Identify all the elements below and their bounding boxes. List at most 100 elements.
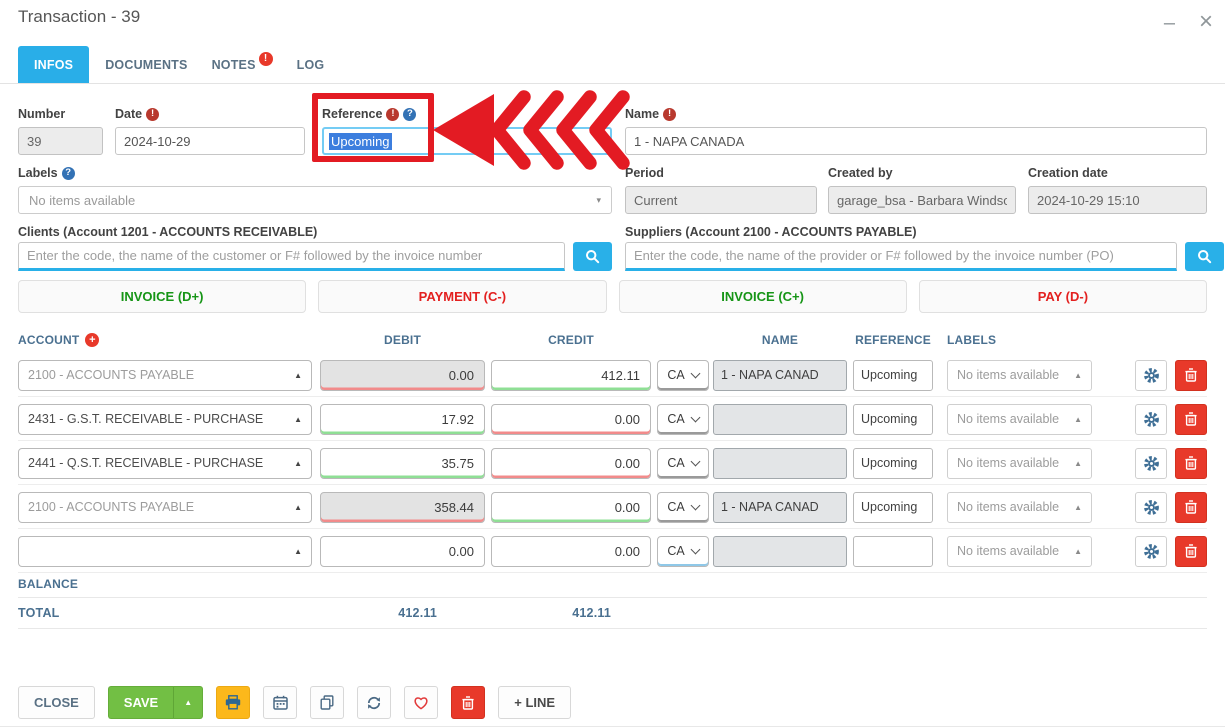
row-settings-button[interactable] (1135, 359, 1167, 391)
name-input[interactable] (625, 127, 1207, 155)
account-select-value: 2431 - G.S.T. RECEIVABLE - PURCHASE (28, 412, 264, 426)
save-button[interactable]: SAVE (107, 686, 174, 719)
debit-input[interactable]: 0.00 (320, 535, 485, 567)
refresh-button[interactable] (357, 686, 392, 719)
close-icon[interactable]: × (1198, 8, 1213, 35)
credit-input[interactable]: 412.11 (491, 359, 651, 391)
currency-value: CA (667, 412, 685, 426)
row-labels-select[interactable]: No items available ▲ (947, 447, 1092, 479)
currency-value: CA (667, 368, 685, 382)
clients-search-button[interactable] (573, 242, 612, 271)
invoice-credit-button[interactable]: INVOICE (C+) (618, 280, 907, 313)
row-labels-select[interactable]: No items available ▲ (947, 491, 1092, 523)
row-delete-button[interactable] (1175, 359, 1207, 391)
suppliers-search-input[interactable] (625, 242, 1177, 271)
trash-icon (1185, 500, 1197, 514)
caret-up-icon: ▲ (294, 546, 302, 556)
account-select[interactable]: 2431 - G.S.T. RECEIVABLE - PURCHASE ▲ (18, 403, 312, 435)
row-reference-field[interactable]: Upcoming (853, 447, 933, 479)
debit-input[interactable]: 35.75 (320, 447, 485, 479)
currency-value: CA (667, 544, 685, 558)
pay-debit-button[interactable]: PAY (D-) (918, 280, 1207, 313)
required-icon: ! (386, 107, 400, 121)
schedule-button[interactable] (263, 686, 298, 719)
add-account-icon[interactable]: + (85, 333, 100, 347)
save-options-button[interactable]: ▲ (173, 686, 204, 719)
number-field-group: Number (18, 106, 103, 155)
row-delete-button[interactable] (1175, 535, 1207, 567)
page-title: Transaction - 39 (18, 7, 141, 26)
number-input[interactable] (18, 127, 103, 155)
chevron-down-icon: ▾ (596, 194, 601, 205)
table-row: 2431 - G.S.T. RECEIVABLE - PURCHASE ▲ 17.… (18, 401, 1207, 441)
tab-documents[interactable]: DOCUMENTS (105, 46, 187, 83)
trash-icon (1185, 544, 1197, 558)
table-header: ACCOUNT + DEBIT CREDIT NAME REFERENCE LAB… (18, 333, 1207, 347)
row-delete-button[interactable] (1175, 403, 1207, 435)
table-row: 2100 - ACCOUNTS PAYABLE ▲ 0.00 412.11 CA … (18, 357, 1207, 397)
tab-log[interactable]: LOG (297, 46, 325, 83)
currency-select[interactable]: CA (657, 535, 709, 567)
delete-transaction-button[interactable] (451, 686, 486, 719)
created-by-label: Created by (828, 166, 893, 180)
row-reference-field[interactable]: Upcoming (853, 359, 933, 391)
account-select[interactable]: 2100 - ACCOUNTS PAYABLE ▲ (18, 359, 312, 391)
help-icon[interactable]: ? (61, 166, 75, 180)
tab-label: INFOS (34, 57, 74, 72)
gear-icon (1143, 543, 1159, 559)
row-labels-select[interactable]: No items available ▲ (947, 535, 1092, 567)
chevron-down-icon (690, 456, 701, 466)
reference-input[interactable]: Upcoming (322, 127, 612, 155)
row-settings-button[interactable] (1135, 403, 1167, 435)
currency-select[interactable]: CA (657, 491, 709, 523)
row-name-field (713, 403, 847, 435)
account-select[interactable]: 2100 - ACCOUNTS PAYABLE ▲ (18, 491, 312, 523)
row-reference-field[interactable] (853, 535, 933, 567)
payment-credit-button[interactable]: PAYMENT (C-) (318, 280, 607, 313)
account-select[interactable]: ▲ (18, 535, 312, 567)
row-labels-select[interactable]: No items available ▲ (947, 403, 1092, 435)
close-button[interactable]: CLOSE (18, 686, 95, 719)
help-icon[interactable]: ? (403, 107, 417, 121)
credit-input[interactable]: 0.00 (491, 491, 651, 523)
row-labels-value: No items available (957, 368, 1060, 382)
favorite-button[interactable] (404, 686, 439, 719)
duplicate-button[interactable] (310, 686, 345, 719)
add-line-button[interactable]: + LINE (498, 686, 572, 719)
row-labels-select[interactable]: No items available ▲ (947, 359, 1092, 391)
currency-select[interactable]: CA (657, 447, 709, 479)
currency-select[interactable]: CA (657, 403, 709, 435)
row-settings-button[interactable] (1135, 491, 1167, 523)
tab-notes[interactable]: NOTES! (212, 46, 273, 83)
debit-input[interactable]: 358.44 (320, 491, 485, 523)
currency-select[interactable]: CA (657, 359, 709, 391)
clients-search-input[interactable] (18, 242, 565, 271)
gear-icon (1143, 411, 1159, 427)
caret-up-icon: ▲ (294, 414, 302, 424)
suppliers-search-button[interactable] (1185, 242, 1224, 271)
row-reference-field[interactable]: Upcoming (853, 403, 933, 435)
row-settings-button[interactable] (1135, 535, 1167, 567)
debit-input[interactable]: 17.92 (320, 403, 485, 435)
account-select-value: 2100 - ACCOUNTS PAYABLE (28, 368, 195, 382)
print-button[interactable] (216, 686, 251, 719)
row-delete-button[interactable] (1175, 491, 1207, 523)
row-settings-button[interactable] (1135, 447, 1167, 479)
debit-input[interactable]: 0.00 (320, 359, 485, 391)
creation-date-input (1028, 186, 1207, 214)
credit-input[interactable]: 0.00 (491, 447, 651, 479)
tab-infos[interactable]: INFOS (18, 46, 90, 83)
date-input[interactable] (115, 127, 305, 155)
caret-up-icon: ▲ (1074, 546, 1082, 556)
suppliers-section-label: Suppliers (Account 2100 - ACCOUNTS PAYAB… (625, 225, 917, 239)
row-labels-value: No items available (957, 456, 1060, 470)
credit-input[interactable]: 0.00 (491, 535, 651, 567)
account-select[interactable]: 2441 - Q.S.T. RECEIVABLE - PURCHASE ▲ (18, 447, 312, 479)
row-delete-button[interactable] (1175, 447, 1207, 479)
minimize-icon[interactable]: – (1163, 12, 1175, 34)
labels-select[interactable]: No items available ▾ (18, 186, 612, 214)
invoice-debit-button[interactable]: INVOICE (D+) (18, 280, 307, 313)
row-reference-field[interactable]: Upcoming (853, 491, 933, 523)
credit-input[interactable]: 0.00 (491, 403, 651, 435)
chevron-down-icon (690, 500, 701, 510)
